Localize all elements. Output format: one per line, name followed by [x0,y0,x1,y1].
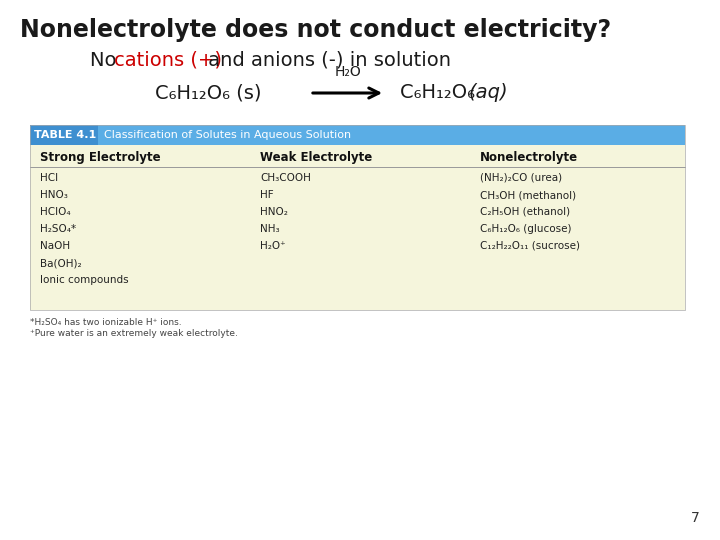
Bar [30,125,98,145]
Text: Strong Electrolyte: Strong Electrolyte [40,152,161,165]
Text: C₆H₁₂O₆: C₆H₁₂O₆ [400,84,481,103]
Text: HNO₂: HNO₂ [260,207,288,217]
Text: NH₃: NH₃ [260,224,279,234]
Text: Ba(OH)₂: Ba(OH)₂ [40,258,81,268]
Text: TABLE 4.1: TABLE 4.1 [34,130,96,140]
Text: (NH₂)₂CO (urea): (NH₂)₂CO (urea) [480,173,562,183]
Text: cations (+): cations (+) [114,51,222,70]
Text: C₂H₅OH (ethanol): C₂H₅OH (ethanol) [480,207,570,217]
Text: HF: HF [260,190,274,200]
Text: Weak Electrolyte: Weak Electrolyte [260,152,372,165]
Text: HClO₄: HClO₄ [40,207,71,217]
Text: ⁺Pure water is an extremely weak electrolyte.: ⁺Pure water is an extremely weak electro… [30,329,238,338]
Text: No: No [90,51,122,70]
Text: C₁₂H₂₂O₁₁ (sucrose): C₁₂H₂₂O₁₁ (sucrose) [480,241,580,251]
Text: (aq): (aq) [468,84,508,103]
Text: H₂SO₄*: H₂SO₄* [40,224,76,234]
Text: HNO₃: HNO₃ [40,190,68,200]
Text: and anions (-) in solution: and anions (-) in solution [202,51,451,70]
Text: H₂O: H₂O [334,65,361,79]
Text: C₆H₁₂O₆ (s): C₆H₁₂O₆ (s) [155,84,261,103]
Text: Classification of Solutes in Aqueous Solution: Classification of Solutes in Aqueous Sol… [104,130,351,140]
Text: CH₃OH (methanol): CH₃OH (methanol) [480,190,576,200]
Text: 7: 7 [691,511,700,525]
Text: H₂O⁺: H₂O⁺ [260,241,286,251]
Text: Ionic compounds: Ionic compounds [40,275,129,285]
Text: NaOH: NaOH [40,241,70,251]
Text: *H₂SO₄ has two ionizable H⁺ ions.: *H₂SO₄ has two ionizable H⁺ ions. [30,318,181,327]
Text: Nonelectrolyte does not conduct electricity?: Nonelectrolyte does not conduct electric… [20,18,611,42]
Bar [30,145,685,310]
Text: Nonelectrolyte: Nonelectrolyte [480,152,578,165]
Bar [30,125,685,310]
Text: HCl: HCl [40,173,58,183]
Text: C₆H₁₂O₆ (glucose): C₆H₁₂O₆ (glucose) [480,224,572,234]
Bar [98,125,685,145]
Text: CH₃COOH: CH₃COOH [260,173,311,183]
